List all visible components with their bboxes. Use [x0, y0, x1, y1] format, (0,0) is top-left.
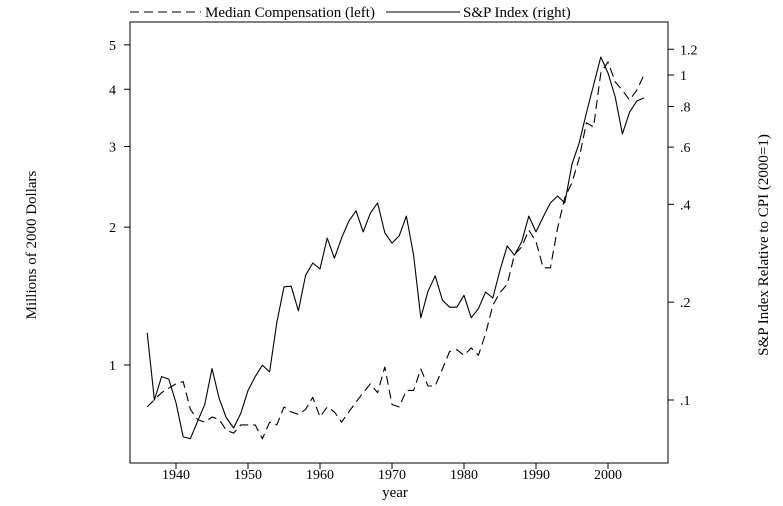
x-tick-label: 1970 — [378, 468, 406, 483]
y-left-tick-label: 3 — [109, 140, 116, 155]
x-tick-label: 1940 — [162, 468, 190, 483]
series-line-sp-index — [146, 56, 645, 440]
y-left-tick-label: 2 — [109, 221, 116, 236]
y-right-tick-label: 1.2 — [680, 43, 698, 58]
y-right-tick-label: .2 — [680, 296, 691, 311]
y-right-tick-label: .8 — [680, 100, 691, 115]
series-line-median-compensation — [146, 61, 645, 440]
legend-label-sp-index: S&P Index (right) — [463, 5, 571, 21]
legend: Median Compensation (left) S&P Index (ri… — [130, 5, 571, 21]
legend-label-median-compensation: Median Compensation (left) — [205, 5, 375, 21]
y-axis-right: .1 .2 .4 .6 .8 1 1.2 — [668, 43, 698, 409]
series-lines — [146, 56, 645, 440]
x-axis-label: year — [382, 485, 408, 501]
plot-frame — [129, 21, 669, 464]
x-tick-label: 1960 — [306, 468, 334, 483]
y-axis-right-label: S&P Index Relative to CPI (2000=1) — [756, 134, 772, 356]
x-tick-label: 1980 — [450, 468, 478, 483]
y-axis-left: 1 2 3 4 5 — [109, 39, 130, 374]
y-right-tick-label: .6 — [680, 141, 691, 156]
x-tick-label: 1990 — [522, 468, 550, 483]
y-left-tick-label: 5 — [109, 39, 116, 54]
x-tick-label: 2000 — [594, 468, 622, 483]
x-axis: 1940 1950 1960 1970 1980 1990 2000 — [162, 463, 622, 483]
y-axis-left-label: Millions of 2000 Dollars — [24, 170, 40, 319]
y-right-tick-label: .4 — [680, 198, 691, 213]
y-left-tick-label: 1 — [109, 359, 116, 374]
y-right-tick-label: 1 — [680, 69, 687, 84]
y-right-tick-label: .1 — [680, 394, 691, 409]
y-left-tick-label: 4 — [109, 83, 116, 98]
x-tick-label: 1950 — [234, 468, 262, 483]
